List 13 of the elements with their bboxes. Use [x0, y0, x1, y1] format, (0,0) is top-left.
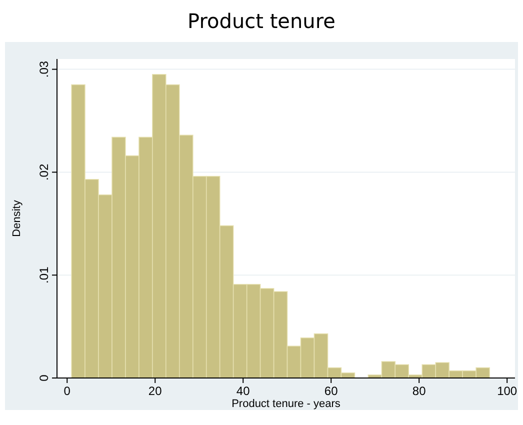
y-tick-label: 0 — [37, 374, 51, 382]
y-tick-label: .03 — [37, 60, 51, 78]
x-tick-label: 20 — [148, 384, 162, 398]
chart-title: Product tenure — [188, 9, 336, 33]
x-tick-label: 100 — [497, 384, 518, 398]
y-axis-title: Density — [11, 200, 23, 237]
y-tick-label: .02 — [37, 164, 51, 181]
x-tick-label: 60 — [324, 384, 338, 398]
x-tick-label: 80 — [412, 384, 426, 398]
x-tick-label: 40 — [236, 384, 250, 398]
x-tick-label: 0 — [64, 384, 71, 398]
y-tick-label: .01 — [37, 266, 51, 284]
x-axis-title: Product tenure - years — [232, 398, 341, 410]
